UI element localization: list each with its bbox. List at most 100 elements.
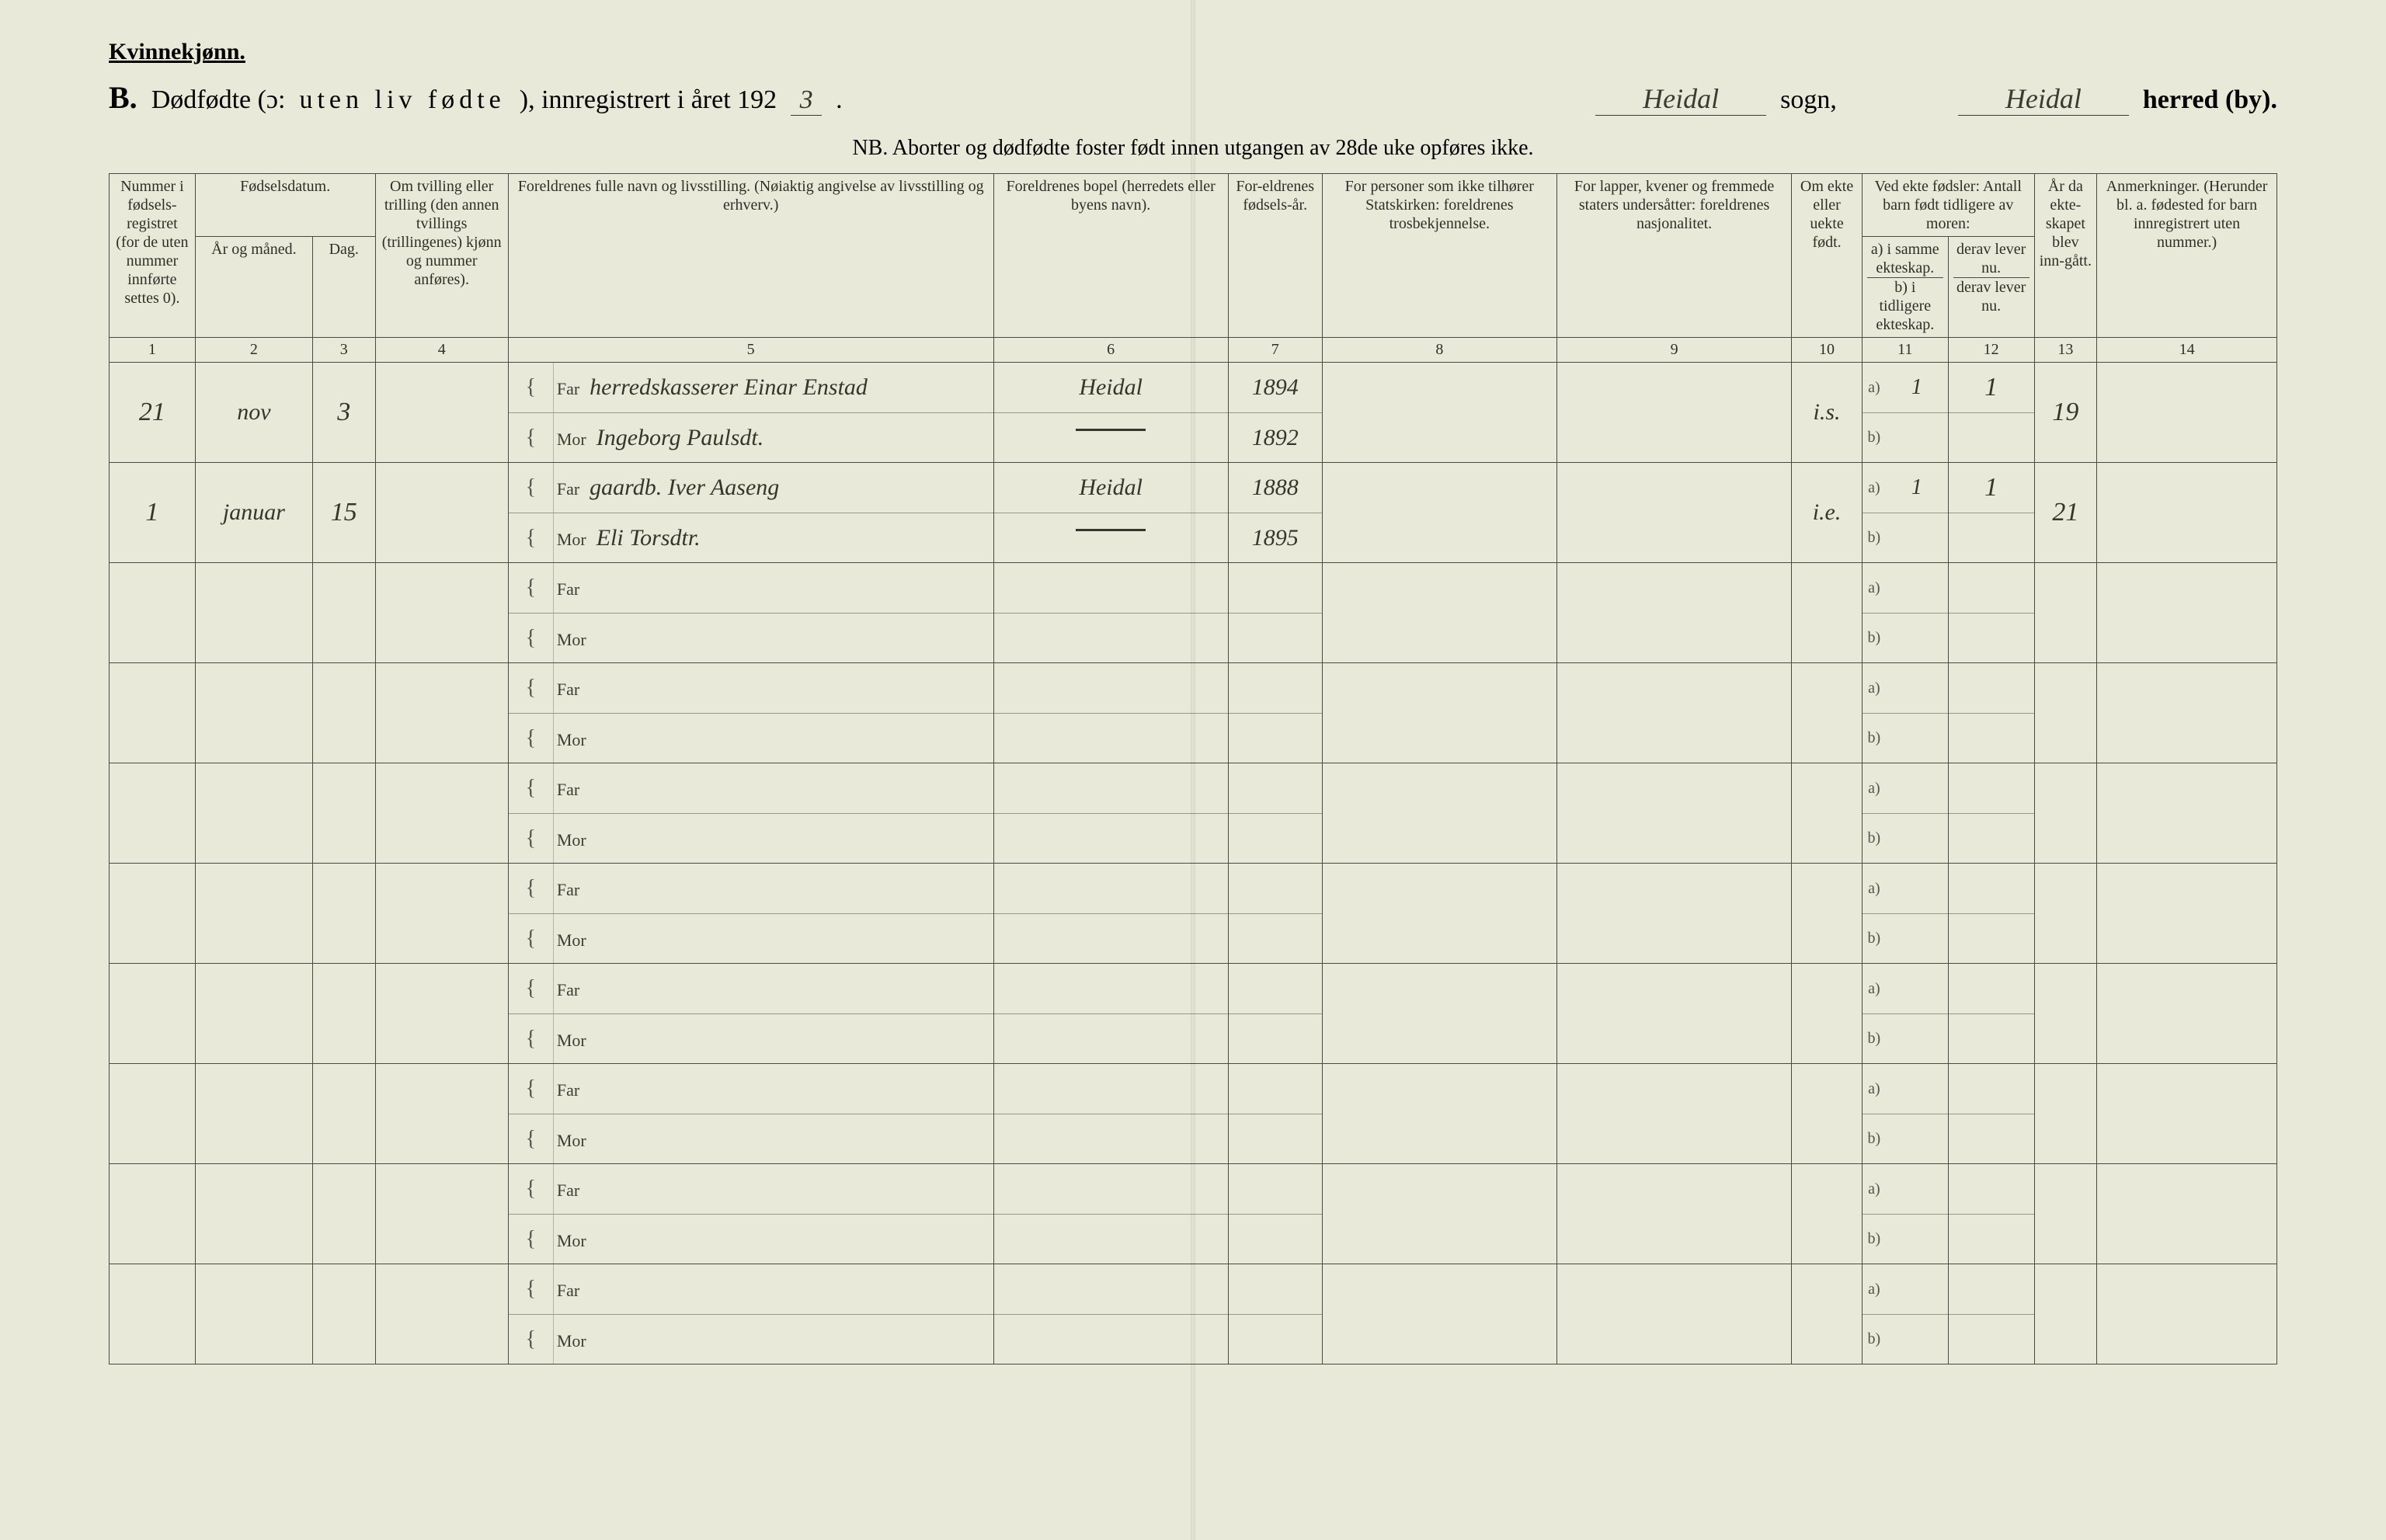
- ab-b-label: b): [1863, 1130, 1886, 1148]
- row-month: januar: [223, 499, 285, 525]
- cn-10: 10: [1792, 338, 1863, 363]
- mor-name: [586, 826, 593, 851]
- row-anm: [2097, 864, 2277, 964]
- brace-icon: {: [509, 814, 554, 863]
- h-col12-b: derav lever nu.: [1953, 277, 2029, 315]
- far-label: Far: [554, 1080, 579, 1100]
- mor-name: [586, 1226, 593, 1252]
- sogn-label: sogn,: [1780, 85, 1837, 115]
- h-col11: a) i samme ekteskap. b) i tidligere ekte…: [1862, 237, 1948, 338]
- brace-icon: {: [509, 714, 554, 763]
- mor-name: [586, 625, 593, 651]
- herred-label: herred (by).: [2143, 85, 2277, 115]
- far-label: Far: [554, 1180, 579, 1200]
- h-col3: Dag.: [312, 237, 375, 338]
- year-digit: 3: [791, 85, 822, 116]
- row-anm: [2097, 1064, 2277, 1164]
- ab-a-val: 1: [1886, 375, 1948, 400]
- row-anm: [2097, 563, 2277, 663]
- mor-name: [586, 1026, 593, 1052]
- far-name: gaardb. Iver Aaseng: [583, 475, 779, 500]
- mor-label: Mor: [554, 1231, 586, 1250]
- table-row: { Far { Mor a) b): [110, 1264, 2277, 1364]
- nb-line: NB. Aborter og dødfødte foster født inne…: [109, 136, 2277, 161]
- h-col4: Om tvilling eller trilling (den annen tv…: [375, 174, 508, 338]
- mor-label: Mor: [554, 1331, 586, 1351]
- row-nasj: [1556, 763, 1791, 864]
- h-col11-a: a) i samme ekteskap.: [1867, 240, 1943, 277]
- table-row: 1 januar 15 { Far gaardb. Iver Aaseng { …: [110, 463, 2277, 563]
- far-name: [579, 1176, 586, 1201]
- brace-icon: {: [509, 763, 554, 813]
- row-twin: [375, 563, 508, 663]
- mor-label: Mor: [554, 730, 586, 749]
- row-anm: [2097, 763, 2277, 864]
- far-year: 1888: [1252, 475, 1299, 501]
- brace-icon: {: [509, 463, 554, 513]
- table-row: { Far { Mor a) b): [110, 763, 2277, 864]
- row-month: nov: [237, 399, 270, 425]
- ab-a-label: a): [1863, 1281, 1886, 1298]
- brace-icon: {: [509, 964, 554, 1013]
- h-col13: År da ekte-skapet blev inn-gått.: [2034, 174, 2097, 338]
- lever-a: 1: [1984, 473, 1998, 502]
- table-row: { Far { Mor a) b): [110, 663, 2277, 763]
- mor-label: Mor: [554, 930, 586, 950]
- title-line: B. Dødfødte (ɔ: uten liv fødte ), innreg…: [109, 79, 2277, 116]
- table-row: { Far { Mor a) b): [110, 1064, 2277, 1164]
- mor-name: [586, 725, 593, 751]
- ab-b-label: b): [1863, 629, 1886, 647]
- row-nasj: [1556, 363, 1791, 463]
- row-number: 21: [139, 398, 165, 426]
- row-tros: [1322, 763, 1556, 864]
- ab-a-label: a): [1863, 1080, 1886, 1098]
- row-tros: [1322, 864, 1556, 964]
- row-twin: [375, 1264, 508, 1364]
- mor-name: Eli Torsdtr.: [590, 525, 701, 551]
- table-row: { Far { Mor a) b): [110, 964, 2277, 1064]
- row-nasj: [1556, 663, 1791, 763]
- ab-a-label: a): [1863, 680, 1886, 697]
- title-main: Dødfødte (ɔ:: [151, 85, 286, 115]
- title-dot: .: [836, 85, 843, 115]
- far-label: Far: [554, 880, 579, 899]
- row-nasj: [1556, 563, 1791, 663]
- h-col5: Foreldrenes fulle navn og livsstilling. …: [508, 174, 993, 338]
- h-col9: For lapper, kvener og fremmede staters u…: [1556, 174, 1791, 338]
- row-twin: [375, 663, 508, 763]
- lever-a: 1: [1984, 373, 1998, 402]
- title-spaced: uten liv fødte: [299, 85, 505, 115]
- section-letter: B.: [109, 79, 137, 116]
- h-col8: For personer som ikke tilhører Statskirk…: [1322, 174, 1556, 338]
- row-twin: [375, 763, 508, 864]
- row-twin: [375, 964, 508, 1064]
- cn-2: 2: [195, 338, 312, 363]
- mor-year: 1892: [1252, 425, 1299, 451]
- far-bosted: Heidal: [1079, 475, 1143, 501]
- row-anm: [2097, 663, 2277, 763]
- ab-b-label: b): [1863, 529, 1886, 547]
- ab-b-label: b): [1863, 429, 1886, 447]
- row-aar: 19: [2052, 398, 2078, 426]
- row-day: 3: [337, 398, 350, 426]
- cn-5: 5: [508, 338, 993, 363]
- gender-label: Kvinnekjønn.: [109, 39, 2277, 65]
- table-row: { Far { Mor a) b): [110, 1164, 2277, 1264]
- row-number: 1: [145, 498, 158, 527]
- ab-a-label: a): [1863, 880, 1886, 898]
- cn-1: 1: [110, 338, 196, 363]
- h-col6: Foreldrenes bopel (herredets eller byens…: [993, 174, 1228, 338]
- far-name: [579, 975, 586, 1001]
- brace-icon: {: [509, 614, 554, 662]
- row-twin: [375, 864, 508, 964]
- cn-4: 4: [375, 338, 508, 363]
- mor-label: Mor: [554, 1031, 586, 1050]
- table-body: 21 nov 3 { Far herredskasserer Einar Ens…: [110, 363, 2277, 1364]
- ab-a-label: a): [1863, 1180, 1886, 1198]
- title-tail: ), innregistrert i året 192: [520, 85, 777, 115]
- far-bosted: Heidal: [1079, 374, 1143, 401]
- mor-label: Mor: [554, 830, 586, 850]
- row-ekte: i.e.: [1813, 499, 1842, 525]
- row-nasj: [1556, 1164, 1791, 1264]
- row-anm: [2097, 1164, 2277, 1264]
